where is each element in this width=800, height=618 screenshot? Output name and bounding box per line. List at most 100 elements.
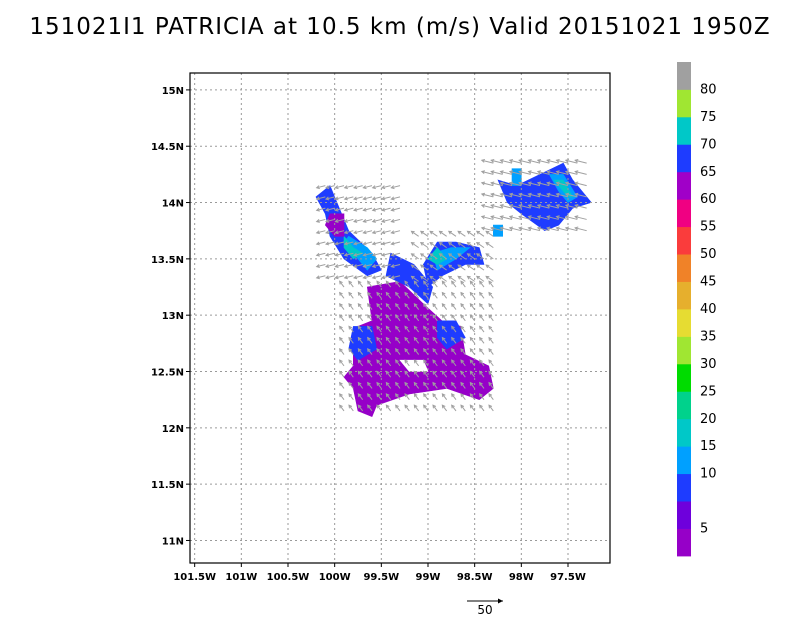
wind-vector-central bbox=[385, 370, 392, 378]
wind-vector-central bbox=[395, 280, 401, 288]
wind-vector-central bbox=[348, 280, 354, 288]
wind-vector-central bbox=[451, 393, 457, 400]
wind-vector-right-blob bbox=[546, 158, 559, 164]
wind-vector-central bbox=[488, 359, 494, 367]
wind-vector-central bbox=[367, 280, 373, 288]
wind-vector-left-arm bbox=[371, 252, 382, 257]
wind-vector-central bbox=[460, 302, 466, 310]
wind-vector-central bbox=[376, 404, 382, 412]
wind-vector-left-arm bbox=[334, 196, 345, 201]
colorbar-label: 25 bbox=[700, 384, 717, 399]
wind-vector-central bbox=[451, 359, 457, 367]
wind-vector-central bbox=[367, 291, 373, 299]
wind-vector-right-blob bbox=[518, 226, 531, 232]
wind-vector-upper-right-arm bbox=[419, 264, 429, 271]
wind-vector-right-blob bbox=[499, 170, 513, 175]
wind-vector-right-blob bbox=[490, 215, 503, 220]
wind-vector-left-arm bbox=[343, 218, 354, 223]
wind-vector-central bbox=[441, 359, 448, 367]
wind-vector-left-arm bbox=[390, 252, 401, 257]
wind-vector-central bbox=[451, 325, 457, 333]
wind-vector-left-arm bbox=[371, 196, 382, 201]
wind-vector-central bbox=[376, 348, 382, 355]
wind-vector-left-arm bbox=[325, 185, 335, 190]
colorbar-swatch bbox=[677, 363, 691, 392]
wind-vector-central bbox=[348, 404, 354, 412]
wind-vector-upper-right-arm bbox=[438, 241, 447, 249]
tick-label-lon: 98.5W bbox=[457, 572, 493, 583]
wind-vector-central bbox=[423, 291, 429, 299]
wind-vector-right-blob bbox=[518, 181, 531, 187]
wind-vector-left-arm bbox=[371, 230, 382, 235]
wind-vector-central bbox=[423, 280, 429, 288]
wind-vector-central bbox=[441, 404, 448, 412]
wind-vector-upper-right-arm bbox=[419, 253, 429, 260]
wind-vector-central bbox=[404, 314, 410, 322]
wind-vector-central bbox=[404, 359, 410, 367]
wind-vector-upper-right-arm bbox=[447, 230, 457, 237]
wind-vector-central bbox=[404, 370, 410, 378]
wind-vector-central bbox=[469, 381, 476, 389]
wind-vector-left-arm bbox=[343, 207, 354, 212]
wind-vector-central bbox=[413, 280, 420, 288]
wind-vector-central bbox=[479, 348, 485, 355]
wind-vector-central bbox=[460, 314, 466, 322]
wind-vector-central bbox=[367, 348, 373, 355]
wind-vector-central bbox=[451, 348, 457, 355]
wind-vector-right-blob bbox=[527, 204, 541, 209]
wind-vector-left-arm bbox=[381, 207, 391, 212]
wind-vector-central bbox=[404, 381, 410, 389]
wind-vector-central bbox=[357, 359, 364, 367]
wind-vector-central bbox=[367, 393, 373, 400]
wind-vector-right-blob bbox=[508, 226, 522, 232]
wind-vector-central bbox=[488, 302, 494, 310]
wind-vector-central bbox=[376, 325, 382, 333]
wind-vector-central bbox=[348, 381, 354, 389]
colorbar-swatch bbox=[677, 89, 691, 118]
wind-vector-left-arm bbox=[353, 264, 363, 268]
wind-vector-central bbox=[451, 302, 457, 310]
wind-vector-central bbox=[469, 348, 476, 355]
wind-vector-central bbox=[376, 280, 382, 288]
reference-vector: 50 bbox=[467, 598, 503, 617]
wind-vector-right-blob bbox=[555, 158, 569, 164]
tick-label-lat: 12N bbox=[162, 424, 184, 435]
colorbar-swatch bbox=[677, 309, 691, 337]
wind-vector-left-arm bbox=[325, 275, 335, 280]
wind-vector-left-arm bbox=[381, 252, 391, 257]
wind-vector-central bbox=[460, 381, 466, 389]
wind-vector-left-arm bbox=[315, 264, 326, 268]
wind-vector-upper-right-arm bbox=[410, 253, 419, 260]
wind-vector-upper-right-arm bbox=[438, 275, 447, 282]
wind-vector-upper-right-arm bbox=[485, 241, 494, 249]
wind-vector-left-arm bbox=[353, 185, 363, 190]
wind-vector-right-blob bbox=[555, 181, 569, 187]
wind-vector-right-blob bbox=[490, 204, 503, 209]
colorbar-label: 60 bbox=[700, 192, 717, 207]
wind-vector-right-blob bbox=[508, 204, 522, 209]
wind-vector-central bbox=[376, 314, 382, 322]
wind-vector-right-blob bbox=[480, 170, 494, 175]
wind-vector-right-blob bbox=[508, 181, 522, 187]
wind-vector-left-arm bbox=[353, 218, 363, 223]
wind-vector-left-arm bbox=[381, 218, 391, 223]
wind-vector-right-blob bbox=[518, 158, 531, 164]
wind-vector-central bbox=[339, 302, 345, 310]
wind-vector-right-blob bbox=[564, 158, 578, 164]
wind-vector-left-arm bbox=[362, 230, 373, 235]
wind-vector-right-blob bbox=[564, 170, 578, 175]
wind-vector-central bbox=[423, 302, 429, 310]
wind-vector-right-blob bbox=[490, 170, 503, 175]
wind-vector-central bbox=[404, 302, 410, 310]
wind-vector-upper-right-arm bbox=[457, 264, 466, 271]
wind-vector-right-blob bbox=[546, 192, 559, 198]
tick-label-lat: 13.5N bbox=[151, 255, 184, 266]
wind-vector-left-arm bbox=[334, 185, 345, 190]
wind-vector-left-arm bbox=[353, 252, 363, 257]
wind-vector-left-arm bbox=[390, 241, 401, 246]
wind-vector-upper-right-arm bbox=[457, 241, 466, 249]
wind-vector-upper-right-arm bbox=[429, 230, 438, 237]
wind-vector-upper-right-arm bbox=[447, 275, 457, 282]
wind-vector-left-arm bbox=[362, 207, 373, 212]
